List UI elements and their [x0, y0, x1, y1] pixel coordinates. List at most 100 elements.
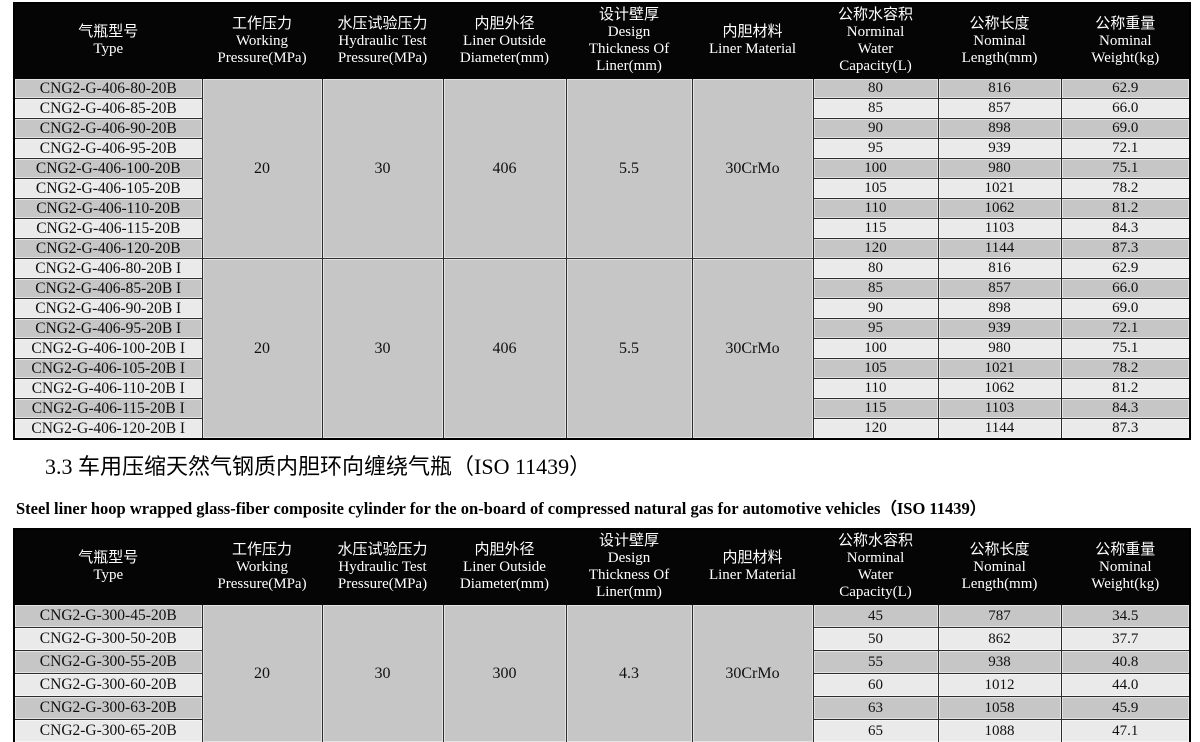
col-header-liner-material-en: Liner Material: [708, 41, 797, 57]
cell-type: CNG2-G-406-105-20B: [13, 178, 203, 199]
cell-capacity: 120: [812, 238, 939, 259]
cell-capacity: 110: [812, 198, 939, 219]
col-header-hydraulic-pressure-en: Hydraulic Test Pressure(MPa): [337, 558, 428, 592]
cell-weight: 84.3: [1060, 398, 1191, 419]
col-header-liner-material-zh: 内胆材料: [722, 550, 783, 566]
cell-length: 1021: [937, 178, 1062, 199]
cell-capacity: 115: [812, 398, 939, 419]
cell-weight: 47.1: [1060, 719, 1191, 742]
cell-type: CNG2-G-406-115-20B: [13, 218, 203, 239]
col-header-working-pressure-zh: 工作压力: [231, 15, 292, 32]
table-row: CNG2-G-406-120-20B 120 1144 87.3: [13, 238, 1191, 259]
col-header-nominal-length-en: Nominal Length(mm): [961, 32, 1038, 66]
cell-type: CNG2-G-300-65-20B: [13, 719, 203, 742]
cell-length: 857: [937, 98, 1062, 119]
cell-type: CNG2-G-300-55-20B: [13, 650, 203, 674]
col-header-nominal-length-zh: 公称长度: [969, 15, 1030, 32]
cell-length: 1088: [937, 719, 1062, 742]
cell-weight: 75.1: [1060, 338, 1191, 359]
table-row: CNG2-G-406-85-20B I 85 857 66.0: [13, 278, 1191, 299]
col-header-hydraulic-pressure-zh: 水压试验压力: [337, 541, 428, 558]
table-row: CNG2-G-406-110-20B I 110 1062 81.2: [13, 378, 1191, 399]
table-row: CNG2-G-406-115-20B 115 1103 84.3: [13, 218, 1191, 239]
cell-type: CNG2-G-406-100-20B I: [13, 338, 203, 359]
col-header-design-thickness-en: Design Thickness Of Liner(mm): [588, 550, 670, 600]
col-header-nominal-weight-zh: 公称重量: [1095, 15, 1156, 32]
table-row: CNG2-G-300-60-20B 60 1012 44.0: [13, 673, 1191, 697]
col-header-working-pressure-en: Working Pressure(MPa): [217, 32, 307, 66]
cell-weight: 87.3: [1060, 238, 1191, 259]
table-row: CNG2-G-300-55-20B 55 938 40.8: [13, 650, 1191, 674]
cell-capacity: 105: [812, 358, 939, 379]
cell-working-pressure: 20: [201, 604, 323, 742]
col-header-nominal-length-en: Nominal Length(mm): [961, 558, 1038, 592]
cell-type: CNG2-G-300-63-20B: [13, 696, 203, 720]
table-row: CNG2-G-300-65-20B 65 1088 47.1: [13, 719, 1191, 742]
col-header-liner-material-zh: 内胆材料: [722, 24, 783, 40]
cell-length: 1021: [937, 358, 1062, 379]
col-header-water-capacity: 公称水容积 Norminal Water Capacity(L): [812, 528, 939, 605]
table-row: CNG2-G-406-120-20B I 120 1144 87.3: [13, 418, 1191, 440]
table-406-series: 气瓶型号 Type 工作压力 Working Pressure(MPa) 水压试验压…: [13, 2, 1191, 440]
group-406-standard: CNG2-G-406-80-20B 20 30 406 5.5 30CrMo 8…: [13, 78, 1191, 259]
cell-length: 816: [937, 258, 1062, 279]
col-header-nominal-weight-zh: 公称重量: [1095, 541, 1156, 558]
col-header-type-zh: 气瓶型号: [78, 550, 139, 566]
col-header-nominal-weight-en: Nominal Weight(kg): [1091, 32, 1160, 66]
col-header-liner-diameter-en: Liner Outside Diameter(mm): [459, 32, 550, 66]
cell-length: 939: [937, 138, 1062, 159]
col-header-nominal-weight-en: Nominal Weight(kg): [1091, 558, 1160, 592]
cell-weight: 66.0: [1060, 278, 1191, 299]
cell-liner-diameter: 406: [442, 258, 567, 440]
cell-type: CNG2-G-406-90-20B: [13, 118, 203, 139]
cell-type: CNG2-G-300-45-20B: [13, 604, 203, 628]
cell-capacity: 55: [812, 650, 939, 674]
cell-type: CNG2-G-406-110-20B: [13, 198, 203, 219]
table-row: CNG2-G-406-110-20B 110 1062 81.2: [13, 198, 1191, 219]
cell-liner-material: 30CrMo: [691, 78, 814, 259]
cell-type: CNG2-G-406-115-20B I: [13, 398, 203, 419]
cell-weight: 40.8: [1060, 650, 1191, 674]
cell-length: 1103: [937, 398, 1062, 419]
col-header-water-capacity-zh: 公称水容积: [837, 533, 913, 549]
cell-working-pressure: 20: [201, 258, 323, 440]
cell-length: 787: [937, 604, 1062, 628]
col-header-type-zh: 气瓶型号: [78, 24, 139, 40]
table-header: 气瓶型号 Type 工作压力 Working Pressure(MPa) 水压试验压…: [13, 528, 1191, 605]
cell-type: CNG2-G-406-105-20B I: [13, 358, 203, 379]
col-header-working-pressure-zh: 工作压力: [231, 541, 292, 558]
table-row: CNG2-G-300-63-20B 63 1058 45.9: [13, 696, 1191, 720]
cell-capacity: 60: [812, 673, 939, 697]
col-header-nominal-weight: 公称重量 Nominal Weight(kg): [1060, 2, 1191, 79]
table-row: CNG2-G-406-100-20B 100 980 75.1: [13, 158, 1191, 179]
table-300-series: 气瓶型号 Type 工作压力 Working Pressure(MPa) 水压试验压…: [13, 528, 1191, 742]
col-header-liner-diameter-zh: 内胆外径: [474, 541, 535, 558]
col-header-type-en: Type: [93, 567, 124, 583]
col-header-liner-material: 内胆材料 Liner Material: [691, 2, 814, 79]
col-header-design-thickness: 设计壁厚 Design Thickness Of Liner(mm): [565, 528, 693, 605]
cell-capacity: 95: [812, 318, 939, 339]
cell-type: CNG2-G-406-85-20B: [13, 98, 203, 119]
col-header-water-capacity-zh: 公称水容积: [837, 7, 913, 23]
cell-capacity: 85: [812, 98, 939, 119]
cell-weight: 78.2: [1060, 358, 1191, 379]
table-row: CNG2-G-406-80-20B I 20 30 406 5.5 30CrMo…: [13, 258, 1191, 440]
cell-length: 898: [937, 298, 1062, 319]
col-header-type: 气瓶型号 Type: [13, 528, 203, 605]
col-header-nominal-length: 公称长度 Nominal Length(mm): [937, 2, 1062, 79]
cell-capacity: 100: [812, 158, 939, 179]
col-header-hydraulic-pressure-en: Hydraulic Test Pressure(MPa): [337, 32, 428, 66]
col-header-nominal-length: 公称长度 Nominal Length(mm): [937, 528, 1062, 605]
table-row: CNG2-G-406-90-20B I 90 898 69.0: [13, 298, 1191, 319]
col-header-working-pressure: 工作压力 Working Pressure(MPa): [201, 528, 323, 605]
cell-liner-material: 30CrMo: [691, 604, 814, 742]
table-row: CNG2-G-406-115-20B I 115 1103 84.3: [13, 398, 1191, 419]
cell-hydraulic-pressure: 30: [321, 258, 444, 440]
cell-capacity: 63: [812, 696, 939, 720]
cell-type: CNG2-G-406-110-20B I: [13, 378, 203, 399]
cell-type: CNG2-G-406-80-20B: [13, 78, 203, 99]
col-header-design-thickness-en: Design Thickness Of Liner(mm): [588, 24, 670, 74]
cell-weight: 45.9: [1060, 696, 1191, 720]
cell-capacity: 90: [812, 118, 939, 139]
